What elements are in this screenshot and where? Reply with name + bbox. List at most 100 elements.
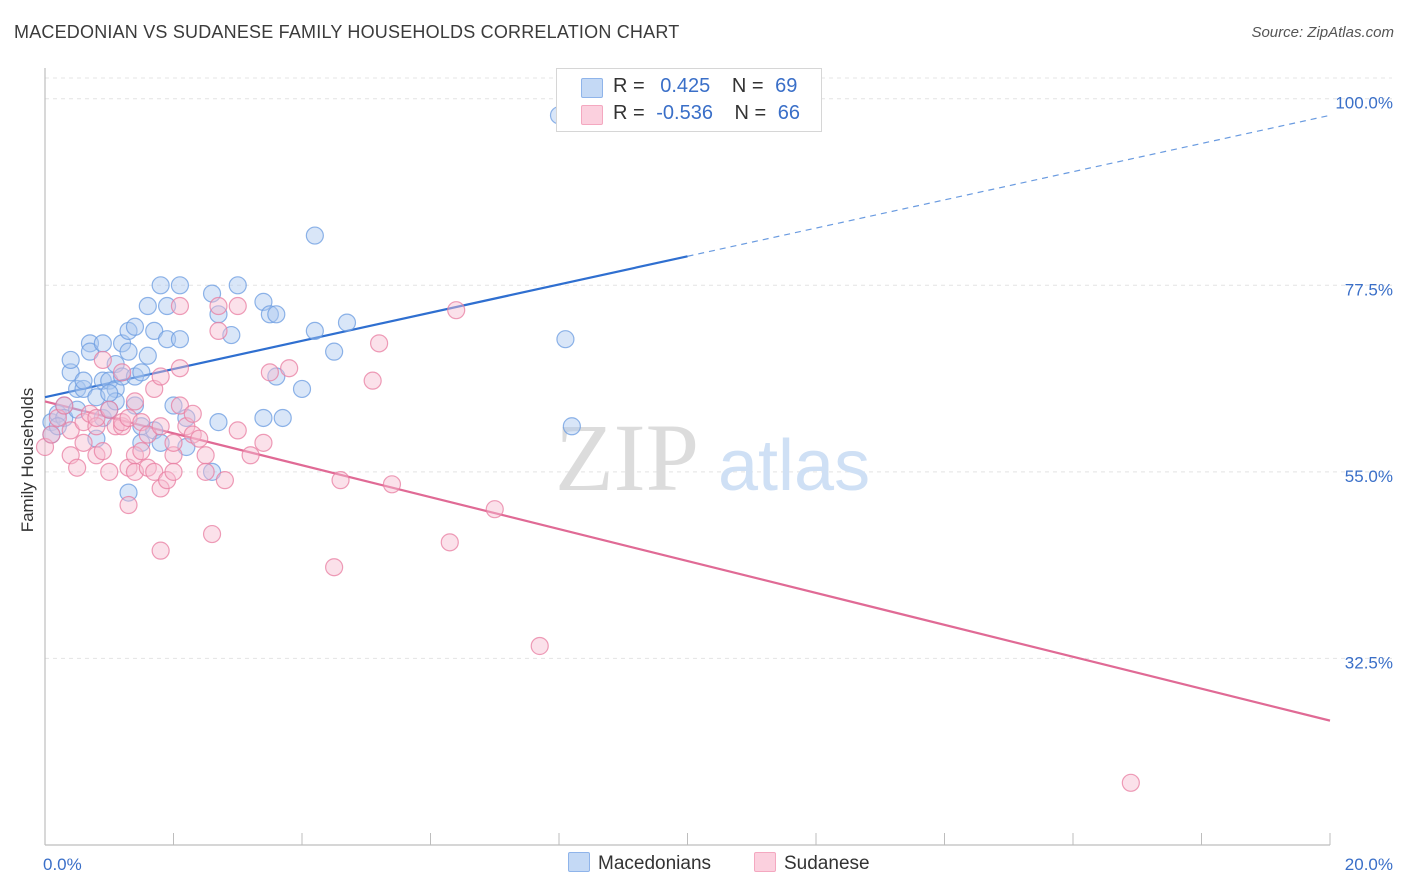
macedonian-point [119, 342, 138, 361]
tick-labels: 32.5% 55.0% 77.5% 100.0% 0.0% 20.0% [43, 94, 1393, 874]
macedonian-point [228, 276, 247, 295]
macedonian-point [61, 363, 80, 382]
sudanese-point [215, 471, 234, 490]
sudanese-point [68, 458, 87, 477]
macedonian-point [305, 321, 324, 341]
sudanese-point [132, 442, 151, 461]
sudanese-point [170, 359, 190, 378]
macedonian-point [260, 305, 279, 324]
sudanese-point [228, 421, 247, 440]
sudanese-point [363, 371, 382, 390]
sudanese-point [170, 396, 190, 415]
macedonian-point [170, 276, 190, 295]
legend-n-label: N = [734, 102, 767, 124]
macedonian-point [151, 276, 170, 295]
source-label: Source: ZipAtlas.com [1251, 24, 1394, 41]
sudanese-point [93, 442, 112, 461]
macedonian-point [125, 317, 145, 336]
sudanese-point [260, 363, 279, 382]
y-tick-label: 100.0% [1335, 94, 1393, 113]
watermark-atlas: atlas [718, 426, 870, 506]
sudanese-point [382, 475, 402, 494]
sudanese-point [100, 400, 119, 419]
macedonian-point [267, 305, 286, 324]
sudanese-point [164, 433, 183, 452]
legend-r-value: 0.425 [660, 75, 711, 97]
legend-r-value: -0.536 [656, 102, 713, 124]
x-tick-label: 0.0% [43, 855, 82, 874]
sudanese-point [61, 421, 80, 440]
sudanese-point [42, 425, 61, 444]
x-tick-label: 20.0% [1345, 855, 1393, 874]
sudanese-point [151, 417, 170, 436]
sudanese-point [254, 433, 273, 452]
macedonian-point [209, 413, 228, 432]
macedonian-point [556, 330, 575, 349]
legend-swatch-macedonians [581, 78, 603, 98]
macedonian-point [100, 383, 119, 403]
sudanese-point [325, 558, 344, 577]
sudanese-point [440, 533, 459, 552]
y-tick-label: 55.0% [1345, 467, 1393, 486]
legend-n-value: 69 [775, 75, 798, 97]
grid-lines [45, 77, 1392, 659]
macedonian-point [80, 342, 100, 361]
sudanese-point [331, 471, 350, 490]
sudanese-point [151, 367, 170, 386]
sudanese-point [209, 296, 228, 316]
macedonian-point [337, 313, 357, 332]
bottom-legend-macedonians: Macedonians [568, 852, 711, 875]
sudanese-point [196, 462, 215, 481]
correlation-legend: R = 0.425 N = 69 R = -0.536 N = 66 [556, 68, 822, 132]
macedonian-point [74, 371, 93, 390]
y-tick-label: 77.5% [1345, 280, 1393, 299]
macedonian-point [170, 330, 190, 349]
macedonian-point [119, 483, 138, 502]
sudanese-point [370, 334, 389, 353]
axes [44, 68, 1331, 846]
legend-r-label: R = [613, 75, 645, 97]
chart-title: MACEDONIAN VS SUDANESE FAMILY HOUSEHOLDS… [14, 22, 680, 42]
macedonian-point [164, 396, 183, 415]
macedonian-point [157, 330, 177, 349]
sudanese-point [241, 446, 260, 465]
sudanese-point [228, 296, 247, 316]
sudanese-point [112, 363, 132, 382]
sudanese-point [100, 462, 119, 481]
sudanese-point [170, 296, 190, 316]
bottom-legend-label: Macedonians [598, 853, 712, 874]
legend-n-value: 66 [777, 102, 801, 124]
y-axis-label: Family Households [18, 388, 37, 533]
bottom-legend-label: Sudanese [784, 853, 870, 874]
sudanese-point [190, 429, 209, 448]
y-tick-label: 32.5% [1345, 653, 1393, 672]
legend-r-label: R = [613, 102, 645, 124]
sudanese-point [183, 404, 202, 423]
sudanese-point [202, 524, 222, 544]
sudanese-point [55, 396, 74, 415]
macedonian-point [132, 363, 151, 382]
sudanese-point [164, 462, 183, 481]
sudanese-point [280, 359, 299, 378]
legend-swatch-sudanese [581, 105, 603, 125]
sudanese-point [138, 425, 157, 444]
bottom-legend-swatch [754, 852, 776, 872]
macedonian-point [273, 408, 292, 428]
sudanese-point [447, 301, 466, 320]
sudanese-point [151, 541, 170, 560]
bottom-legend-sudanese: Sudanese [754, 852, 870, 875]
macedonian-trendline-extension [687, 114, 1331, 257]
macedonian-point [254, 408, 273, 428]
macedonian-point [305, 226, 324, 245]
sudanese-point [87, 408, 106, 428]
sudanese-point [119, 495, 138, 515]
macedonian-point [112, 367, 132, 386]
legend-n-label: N = [731, 75, 764, 97]
sudanese-point [74, 433, 93, 452]
data-points [35, 106, 1140, 792]
sudanese-point [209, 321, 228, 341]
sudanese-point [93, 350, 112, 370]
macedonian-point [562, 417, 581, 436]
bottom-legend-swatch [568, 852, 590, 872]
